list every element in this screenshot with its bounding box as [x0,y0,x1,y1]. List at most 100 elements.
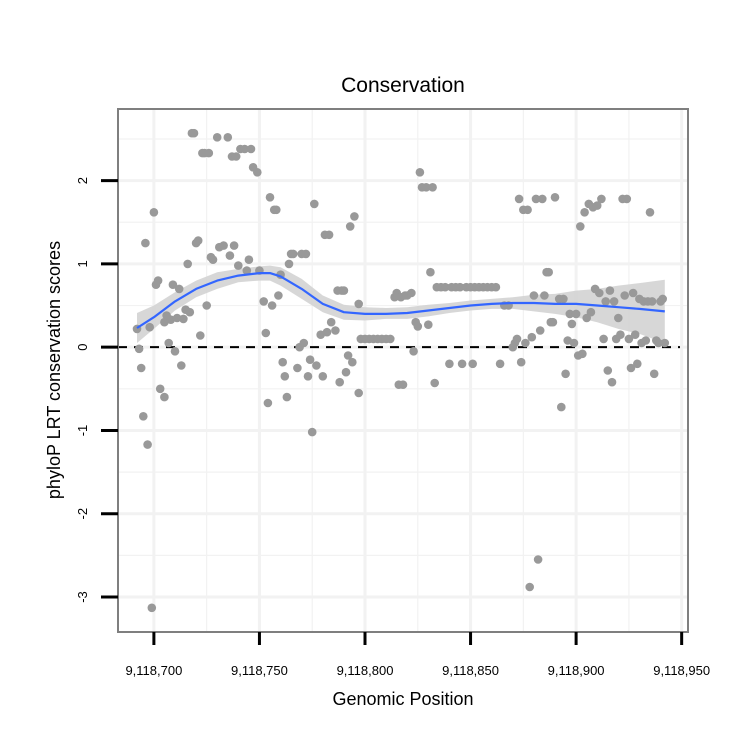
data-point [212,133,222,142]
data-point [398,380,408,390]
data-point [424,320,433,330]
data-point [514,194,524,204]
data-point [628,288,638,298]
x-axis: 9,118,700 9,118,750 9,118,800 9,118,850 9,11… [125,632,710,678]
data-point [565,309,575,319]
data-point [153,276,163,285]
data-point [609,297,619,306]
data-point [468,359,478,369]
data-point [445,359,454,369]
data-point [571,309,581,319]
data-point [529,291,539,300]
data-point [189,128,199,138]
data-point [548,317,558,327]
data-point [252,168,262,177]
data-point [533,555,543,564]
y-axis: -3 -2 -1 0 1 2 [75,177,118,603]
data-point [559,294,568,304]
data-point [660,338,670,348]
data-point [185,307,195,317]
data-point [280,372,290,381]
data-point [168,280,178,290]
data-point [540,291,549,300]
data-point [170,347,180,356]
data-point [407,288,416,298]
data-point [259,297,269,306]
data-point [265,193,275,202]
data-point [219,241,228,250]
data-point [409,347,418,356]
data-point [307,427,317,437]
data-point [335,377,345,387]
data-point [641,336,651,345]
x-tick-label: 9,118,700 [125,663,182,678]
data-point [231,152,241,161]
x-tick-label: 9,118,950 [653,663,710,678]
data-point [193,236,203,245]
data-point [183,259,192,269]
data-point [312,361,321,370]
data-point [531,194,541,204]
x-tick-label: 9,118,800 [337,663,394,678]
data-point [544,267,553,277]
data-point [331,326,340,335]
smooth-curve [136,272,665,329]
data-point [630,330,640,340]
data-point [599,334,608,344]
data-point [580,208,589,217]
data-point [350,212,359,221]
data-point [654,338,663,348]
data-point [538,194,547,204]
data-point [274,291,283,300]
data-point [495,359,505,369]
data-point [592,201,602,210]
data-point [578,349,587,359]
data-point [426,267,435,277]
data-point [354,299,364,309]
data-point [324,230,334,240]
data-point [561,369,570,379]
data-point [535,326,545,335]
data-point [586,307,596,317]
data-point [164,338,173,348]
data-point [624,334,634,344]
data-point [614,313,623,323]
data-point [557,402,566,412]
data-point [322,327,332,337]
data-point [616,330,625,340]
data-point [263,398,273,408]
data-point [601,297,610,306]
data-point [204,148,214,158]
data-point [491,282,501,292]
data-point [512,334,522,344]
data-point [658,294,667,304]
data-point [149,208,159,217]
data-point [293,363,302,373]
data-point [234,261,243,270]
data-point [143,440,152,449]
data-point [141,238,150,248]
data-point [326,317,336,327]
x-axis-label: Genomic Position [332,689,473,709]
data-point [567,319,577,329]
data-point [147,603,157,613]
data-point [428,183,437,192]
x-tick-label: 9,118,750 [231,663,288,678]
data-point [223,133,233,142]
data-point [272,205,281,215]
y-tick-label: -1 [75,425,90,437]
data-point [145,322,154,332]
data-point [225,251,235,260]
data-point [603,366,613,375]
data-point [240,144,249,154]
data-point [179,314,188,324]
data-point [134,344,144,354]
data-point [525,582,534,592]
data-point [607,377,617,387]
data-point [345,222,355,231]
data-point [318,372,328,381]
data-point [597,194,606,204]
data-point [343,351,353,360]
